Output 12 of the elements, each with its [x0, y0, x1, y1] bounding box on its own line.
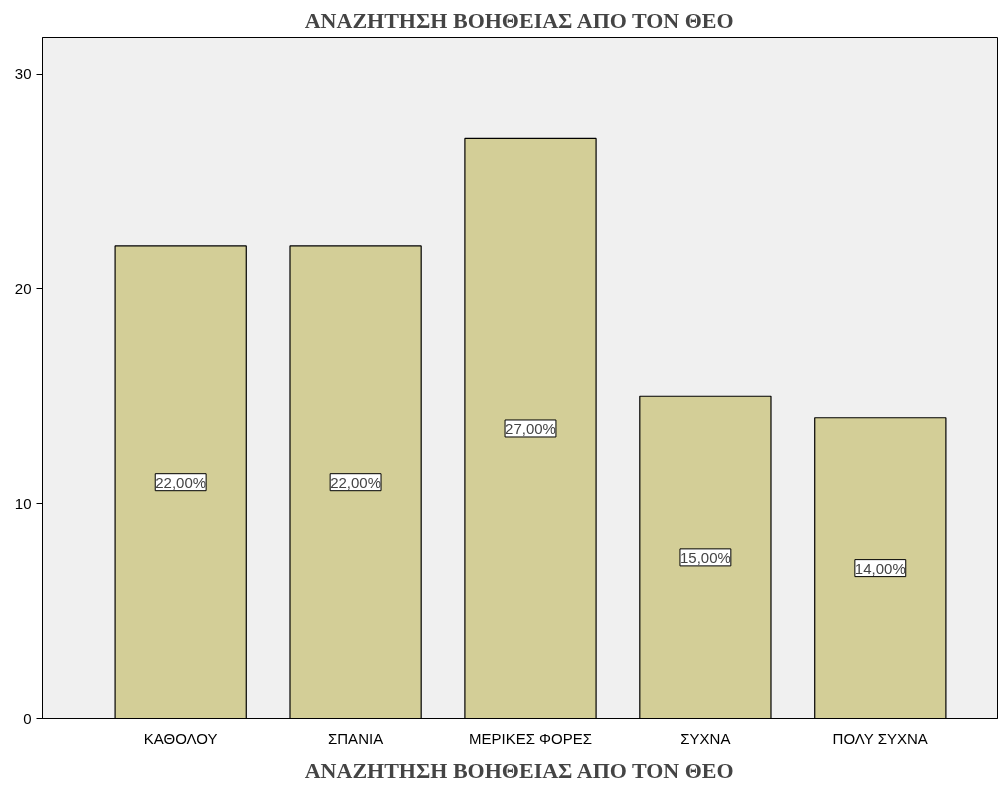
x-axis-title: ΑΝΑΖΗΤΗΣΗ ΒΟΗΘΕΙΑΣ ΑΠΟ ΤΟΝ ΘΕΟ: [304, 757, 734, 783]
y-tick-label: 0: [23, 709, 32, 727]
x-tick-label: ΠΟΛΥ ΣΥΧΝΑ: [832, 729, 928, 747]
x-tick-label: ΚΑΘΟΛΟΥ: [143, 729, 218, 747]
y-tick-label: 20: [14, 279, 32, 297]
y-tick-label: 30: [14, 65, 32, 83]
x-tick-label: ΣΥΧΝΑ: [680, 729, 731, 747]
chart-title: ΑΝΑΖΗΤΗΣΗ ΒΟΗΘΕΙΑΣ ΑΠΟ ΤΟΝ ΘΕΟ: [304, 7, 734, 33]
x-tick-label: ΣΠΑΝΙΑ: [328, 729, 384, 747]
data-label: 22,00%: [155, 473, 207, 491]
y-tick-label: 10: [14, 494, 32, 512]
x-tick-label: ΜΕΡΙΚΕΣ ΦΟΡΕΣ: [468, 729, 593, 747]
